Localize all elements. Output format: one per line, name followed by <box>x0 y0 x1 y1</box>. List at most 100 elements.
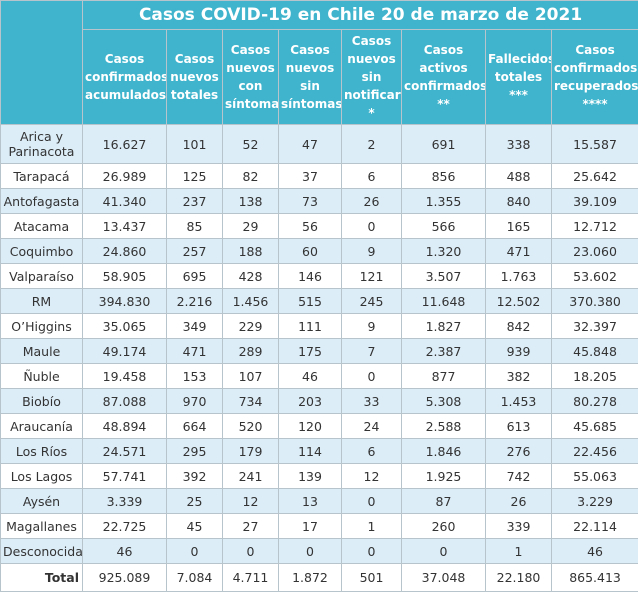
value-cell: 2 <box>342 125 402 164</box>
value-cell: 1.872 <box>279 564 342 592</box>
value-cell: 22.180 <box>486 564 552 592</box>
value-cell: 188 <box>223 239 279 264</box>
value-cell: 865.413 <box>552 564 638 592</box>
value-cell: 1 <box>486 539 552 564</box>
value-cell: 15.587 <box>552 125 638 164</box>
value-cell: 1.846 <box>402 439 486 464</box>
column-header: Fallecidos totales *** <box>486 30 552 125</box>
region-cell: Antofagasta <box>1 189 83 214</box>
value-cell: 1.456 <box>223 289 279 314</box>
value-cell: 6 <box>342 164 402 189</box>
value-cell: 146 <box>279 264 342 289</box>
value-cell: 856 <box>402 164 486 189</box>
value-cell: 18.205 <box>552 364 638 389</box>
value-cell: 515 <box>279 289 342 314</box>
region-cell: Arica y Parinacota <box>1 125 83 164</box>
value-cell: 245 <box>342 289 402 314</box>
value-cell: 56 <box>279 214 342 239</box>
value-cell: 26.989 <box>83 164 167 189</box>
value-cell: 2.588 <box>402 414 486 439</box>
value-cell: 339 <box>486 514 552 539</box>
region-cell: Ñuble <box>1 364 83 389</box>
value-cell: 45.848 <box>552 339 638 364</box>
region-cell: O’Higgins <box>1 314 83 339</box>
value-cell: 925.089 <box>83 564 167 592</box>
value-cell: 3.229 <box>552 489 638 514</box>
value-cell: 0 <box>342 489 402 514</box>
value-cell: 488 <box>486 164 552 189</box>
value-cell: 4.711 <box>223 564 279 592</box>
value-cell: 46 <box>83 539 167 564</box>
column-header: Casos activos confirmados ** <box>402 30 486 125</box>
value-cell: 32.397 <box>552 314 638 339</box>
value-cell: 260 <box>402 514 486 539</box>
value-cell: 1.925 <box>402 464 486 489</box>
region-cell: Atacama <box>1 214 83 239</box>
region-cell: Araucanía <box>1 414 83 439</box>
value-cell: 47 <box>279 125 342 164</box>
value-cell: 7 <box>342 339 402 364</box>
region-cell: Maule <box>1 339 83 364</box>
value-cell: 120 <box>279 414 342 439</box>
value-cell: 26 <box>486 489 552 514</box>
value-cell: 840 <box>486 189 552 214</box>
value-cell: 45 <box>167 514 223 539</box>
value-cell: 165 <box>486 214 552 239</box>
value-cell: 29 <box>223 214 279 239</box>
corner-cell <box>1 1 83 125</box>
value-cell: 53.602 <box>552 264 638 289</box>
value-cell: 842 <box>486 314 552 339</box>
value-cell: 22.114 <box>552 514 638 539</box>
value-cell: 138 <box>223 189 279 214</box>
value-cell: 46 <box>552 539 638 564</box>
column-header: Casos nuevos totales <box>167 30 223 125</box>
value-cell: 27 <box>223 514 279 539</box>
value-cell: 1.355 <box>402 189 486 214</box>
value-cell: 0 <box>342 539 402 564</box>
value-cell: 237 <box>167 189 223 214</box>
value-cell: 26 <box>342 189 402 214</box>
value-cell: 5.308 <box>402 389 486 414</box>
value-cell: 139 <box>279 464 342 489</box>
value-cell: 87.088 <box>83 389 167 414</box>
value-cell: 49.174 <box>83 339 167 364</box>
value-cell: 12.712 <box>552 214 638 239</box>
value-cell: 734 <box>223 389 279 414</box>
value-cell: 471 <box>167 339 223 364</box>
value-cell: 392 <box>167 464 223 489</box>
column-header: Casos confirmados recuperados **** <box>552 30 638 125</box>
region-cell: Aysén <box>1 489 83 514</box>
value-cell: 1.763 <box>486 264 552 289</box>
value-cell: 121 <box>342 264 402 289</box>
value-cell: 111 <box>279 314 342 339</box>
value-cell: 1.827 <box>402 314 486 339</box>
value-cell: 394.830 <box>83 289 167 314</box>
column-header: Casos confirmados acumulados <box>83 30 167 125</box>
value-cell: 0 <box>167 539 223 564</box>
value-cell: 613 <box>486 414 552 439</box>
value-cell: 7.084 <box>167 564 223 592</box>
page: Casos COVID-19 en Chile 20 de marzo de 2… <box>0 0 638 571</box>
value-cell: 370.380 <box>552 289 638 314</box>
value-cell: 41.340 <box>83 189 167 214</box>
value-cell: 338 <box>486 125 552 164</box>
value-cell: 37 <box>279 164 342 189</box>
region-cell: Biobío <box>1 389 83 414</box>
value-cell: 13.437 <box>83 214 167 239</box>
value-cell: 24.571 <box>83 439 167 464</box>
value-cell: 276 <box>486 439 552 464</box>
value-cell: 13 <box>279 489 342 514</box>
value-cell: 566 <box>402 214 486 239</box>
